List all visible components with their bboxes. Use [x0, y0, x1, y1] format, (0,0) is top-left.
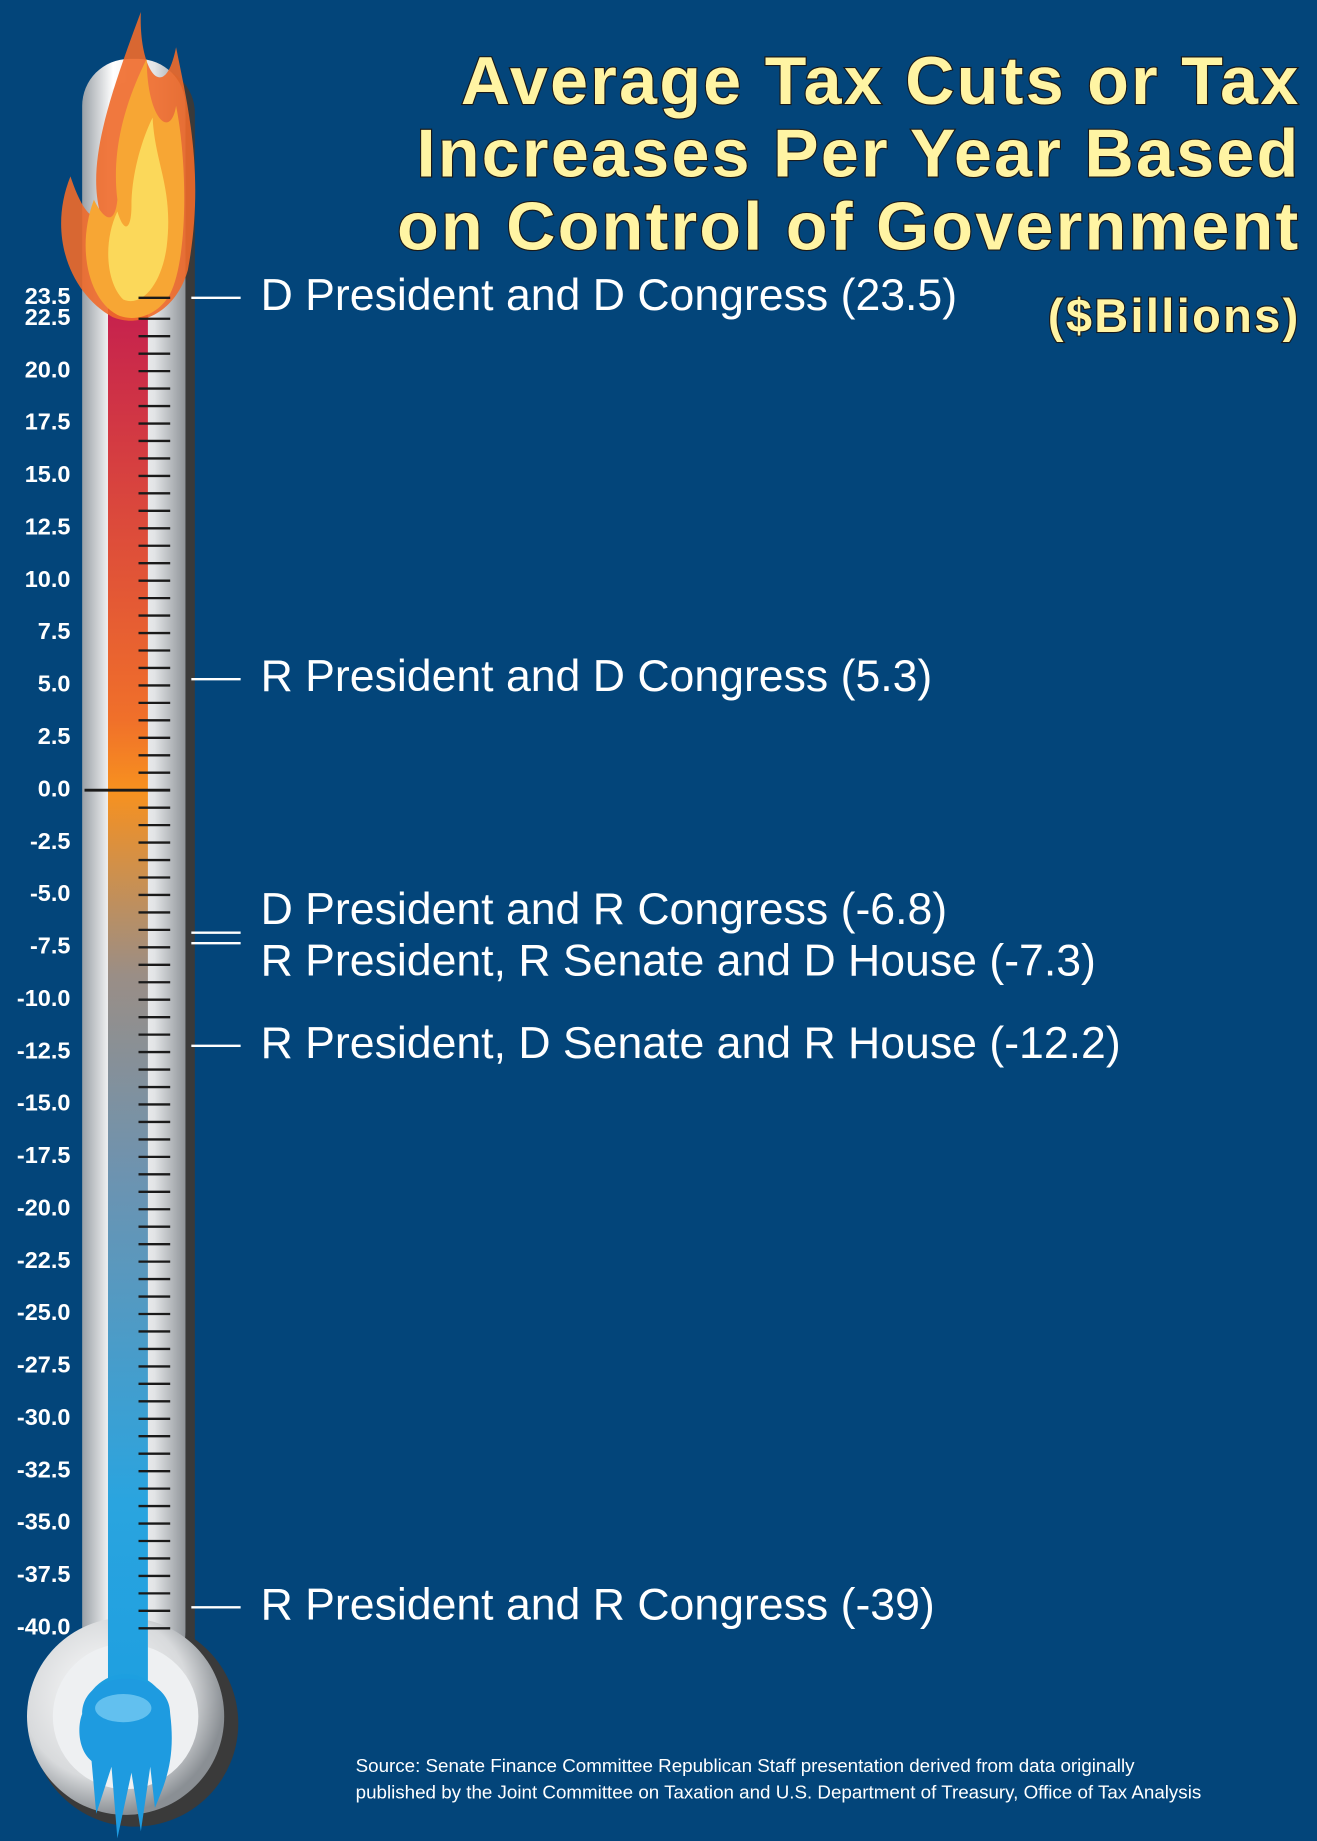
y-tick-label: 0.0: [38, 775, 71, 801]
y-tick-label: -15.0: [17, 1090, 71, 1116]
y-tick-label: 20.0: [25, 356, 71, 382]
category-label: R President, D Senate and R House: [261, 1019, 977, 1068]
y-tick-label: -5.0: [30, 880, 70, 906]
chart: 23.522.520.017.515.012.510.07.55.02.50.0…: [0, 0, 1317, 1841]
value-label: (-7.3): [989, 937, 1096, 986]
annotation: R President and D Congress (5.3): [261, 652, 933, 701]
title-line: on Control of Government: [397, 188, 1300, 264]
category-label: D President and R Congress: [261, 885, 829, 934]
y-tick-label: 12.5: [25, 513, 71, 539]
annotation: D President and R Congress (-6.8): [261, 885, 948, 934]
y-tick-label: 17.5: [25, 409, 71, 435]
y-tick-label: 7.5: [38, 618, 71, 644]
y-tick-label: -37.5: [17, 1561, 71, 1587]
y-tick-label: -7.5: [30, 933, 70, 959]
source-note: published by the Joint Committee on Taxa…: [356, 1782, 1202, 1803]
y-tick-label: 10.0: [25, 566, 71, 592]
title-line: Average Tax Cuts or Tax: [461, 43, 1301, 119]
value-label: (-39): [841, 1580, 935, 1629]
chart-subtitle: ($Billions): [1048, 289, 1301, 342]
y-tick-label: -17.5: [17, 1142, 71, 1168]
y-tick-label: -35.0: [17, 1509, 71, 1535]
flame: [61, 12, 195, 321]
y-tick-label: 5.0: [38, 671, 71, 697]
y-tick-label: -2.5: [30, 828, 70, 854]
annotation: D President and D Congress (23.5): [261, 271, 958, 320]
y-tick-label: 22.5: [25, 304, 71, 330]
category-label: R President and D Congress: [261, 652, 829, 701]
category-label: D President and D Congress: [261, 271, 829, 320]
y-tick-label: -25.0: [17, 1299, 71, 1325]
y-tick-label: -22.5: [17, 1247, 71, 1273]
annotation: R President, R Senate and D House (-7.3): [261, 937, 1096, 986]
value-label: (23.5): [841, 271, 957, 320]
y-tick-label: -30.0: [17, 1404, 71, 1430]
value-label: (-6.8): [841, 885, 948, 934]
chart-title: Average Tax Cuts or Tax Increases Per Ye…: [397, 43, 1301, 265]
y-tick-label: -20.0: [17, 1194, 71, 1220]
y-tick-label: -32.5: [17, 1456, 71, 1482]
y-tick-label: -10.0: [17, 985, 71, 1011]
y-tick-label: -12.5: [17, 1037, 71, 1063]
source-note: Source: Senate Finance Committee Republi…: [356, 1755, 1135, 1776]
y-tick-label: 2.5: [38, 723, 71, 749]
y-tick-label: -40.0: [17, 1614, 71, 1640]
y-tick-label: 15.0: [25, 461, 71, 487]
value-label: (-12.2): [989, 1019, 1120, 1068]
annotation: R President and R Congress (-39): [261, 1580, 935, 1629]
y-tick-label: -27.5: [17, 1352, 71, 1378]
category-label: R President and R Congress: [261, 1580, 829, 1629]
category-label: R President, R Senate and D House: [261, 937, 977, 986]
title-line: Increases Per Year Based: [417, 116, 1301, 192]
annotation: R President, D Senate and R House (-12.2…: [261, 1019, 1121, 1068]
value-label: (5.3): [841, 652, 933, 701]
